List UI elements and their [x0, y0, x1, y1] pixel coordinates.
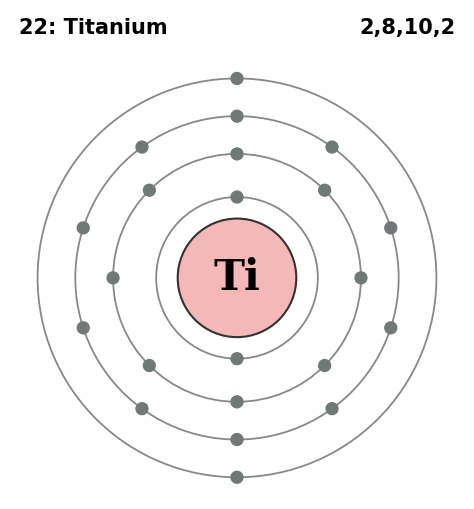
Circle shape [231, 148, 243, 160]
Circle shape [231, 471, 243, 483]
Circle shape [231, 353, 243, 364]
Circle shape [136, 403, 148, 415]
Text: Ti: Ti [214, 257, 260, 299]
Circle shape [385, 322, 397, 334]
Circle shape [144, 359, 155, 372]
Circle shape [319, 359, 330, 372]
Circle shape [326, 403, 338, 415]
Circle shape [144, 184, 155, 196]
Circle shape [231, 72, 243, 84]
Circle shape [231, 434, 243, 445]
Circle shape [231, 396, 243, 408]
Circle shape [319, 184, 330, 196]
Circle shape [107, 272, 119, 284]
Circle shape [355, 272, 367, 284]
Circle shape [77, 322, 89, 334]
Circle shape [136, 141, 148, 153]
Text: 2,8,10,2: 2,8,10,2 [359, 18, 455, 38]
Circle shape [231, 110, 243, 122]
Circle shape [178, 218, 296, 337]
Text: 22: Titanium: 22: Titanium [19, 18, 168, 38]
Circle shape [77, 222, 89, 234]
Circle shape [231, 191, 243, 203]
Circle shape [385, 222, 397, 234]
Circle shape [326, 141, 338, 153]
